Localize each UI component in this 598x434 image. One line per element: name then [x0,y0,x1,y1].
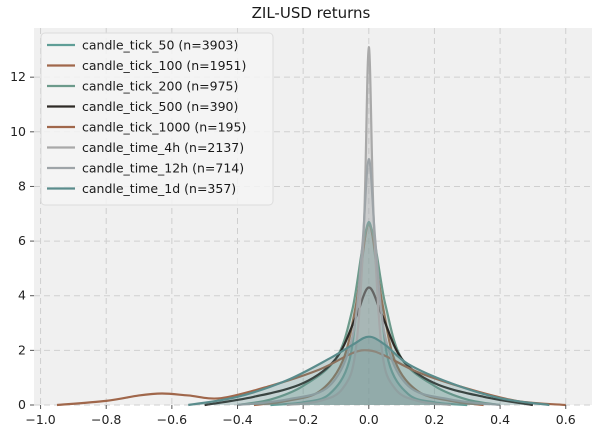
legend-label: candle_time_12h (n=714) [82,161,244,176]
y-tick-label: 12 [10,69,26,84]
y-tick-label: 0 [18,397,26,412]
x-tick-label: −0.2 [288,412,318,427]
y-tick-label: 8 [18,178,26,193]
y-tick-label: 6 [18,233,26,248]
x-tick-label: 0.4 [490,412,510,427]
x-axis-ticks: −1.0 −0.8 −0.6 −0.4 −0.2 0.0 0.2 0.4 0.6 [25,405,576,427]
series-area-5 [286,47,451,406]
legend-label: candle_time_1d (n=357) [82,181,236,196]
series-line-3 [204,286,534,407]
y-axis-ticks: 0 2 4 6 8 10 12 [10,69,34,412]
series-area-2 [237,224,501,405]
series-line-2 [237,223,501,407]
series-area-0 [270,221,468,405]
x-tick-label: −0.4 [222,412,252,427]
x-tick-label: −1.0 [25,412,55,427]
legend: candle_tick_50 (n=3903) candle_tick_100 (… [40,32,274,206]
legend-label: candle_tick_500 (n=390) [82,99,238,114]
series-line-6 [237,158,501,407]
legend-label: candle_tick_1000 (n=195) [82,120,246,135]
legend-label: candle_tick_50 (n=3903) [82,38,238,53]
x-tick-label: −0.6 [157,412,187,427]
legend-label: candle_tick_200 (n=975) [82,79,238,94]
x-tick-label: 0.0 [359,412,379,427]
chart-title: ZIL-USD returns [252,4,371,22]
y-tick-label: 10 [10,124,26,139]
y-tick-label: 4 [18,288,26,303]
x-tick-label: 0.2 [425,412,445,427]
legend-label: candle_time_4h (n=2137) [82,140,244,155]
x-tick-label: 0.6 [556,412,576,427]
series-line-5 [286,46,451,407]
series-line-7 [188,335,550,407]
x-tick-label: −0.8 [91,412,121,427]
legend-box [40,32,274,206]
series-area-6 [237,159,501,405]
y-tick-label: 2 [18,342,26,357]
series-line-0 [270,220,468,407]
legend-label: candle_tick_100 (n=1951) [82,58,246,73]
series-area-7 [188,336,550,405]
series-layer [56,46,566,407]
